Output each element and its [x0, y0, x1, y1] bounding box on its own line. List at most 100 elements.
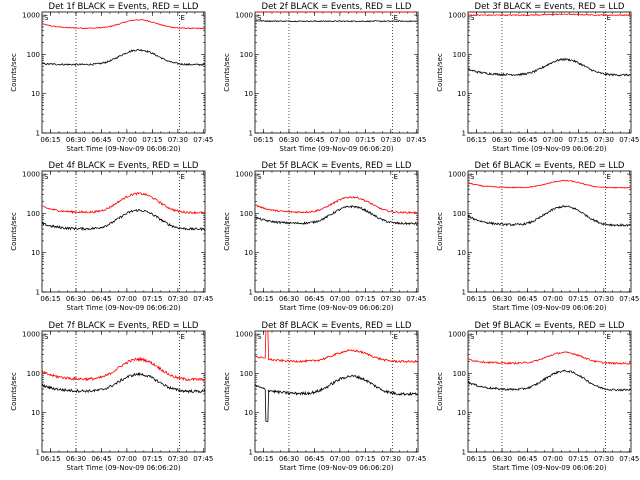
- x-tick-label: 06:15: [40, 136, 60, 144]
- y-tick-label: 100: [240, 370, 253, 378]
- x-tick-label: 07:15: [142, 295, 162, 303]
- x-tick-label: 07:30: [168, 136, 188, 144]
- y-tick-label: 100: [453, 210, 466, 218]
- x-tick-label: 06:15: [253, 455, 273, 463]
- start-marker: S: [470, 14, 475, 22]
- lld-series-line: [254, 195, 419, 215]
- y-tick-label: 100: [27, 370, 40, 378]
- x-tick-label: 06:15: [253, 136, 273, 144]
- x-axis-label: Start Time (09-Nov-09 06:06:20): [279, 304, 393, 312]
- x-tick-label: 07:15: [142, 455, 162, 463]
- panel-title: Det 2f BLACK = Events, RED = LLD: [262, 2, 412, 12]
- end-marker: E: [607, 333, 611, 341]
- end-marker: E: [394, 173, 398, 181]
- panel-title: Det 3f BLACK = Events, RED = LLD: [475, 2, 625, 12]
- y-tick-label: 1: [462, 130, 466, 138]
- x-tick-label: 07:15: [568, 455, 588, 463]
- x-tick-label: 07:45: [619, 455, 639, 463]
- y-axis-label: Counts/sec: [436, 212, 444, 251]
- x-axis-label: Start Time (09-Nov-09 06:06:20): [66, 304, 180, 312]
- y-tick-label: 10: [31, 249, 40, 257]
- y-tick-label: 10: [244, 90, 253, 98]
- events-series-line: [254, 374, 419, 422]
- y-tick-label: 1: [36, 130, 40, 138]
- y-tick-label: 1: [249, 449, 253, 457]
- end-marker: E: [181, 14, 185, 22]
- y-tick-label: 100: [27, 210, 40, 218]
- x-tick-label: 07:00: [330, 136, 350, 144]
- x-tick-label: 06:15: [466, 136, 486, 144]
- x-tick-label: 07:30: [381, 295, 401, 303]
- x-tick-label: 06:45: [304, 136, 324, 144]
- panel-9: Det 9f BLACK = Events, RED = LLD 1 10 100 10…: [436, 321, 639, 472]
- start-marker: S: [44, 14, 49, 22]
- y-tick-label: 100: [27, 51, 40, 59]
- x-tick-label: 06:15: [40, 295, 60, 303]
- panel-title: Det 1f BLACK = Events, RED = LLD: [49, 2, 199, 12]
- x-tick-label: 07:15: [568, 295, 588, 303]
- x-tick-label: 06:30: [66, 455, 86, 463]
- panel-title: Det 6f BLACK = Events, RED = LLD: [475, 161, 625, 171]
- panel-5: Det 5f BLACK = Events, RED = LLD 1 10 100 10…: [223, 161, 426, 312]
- x-tick-label: 07:00: [330, 295, 350, 303]
- x-tick-label: 06:30: [492, 136, 512, 144]
- x-tick-label: 07:45: [619, 295, 639, 303]
- x-tick-label: 06:30: [492, 295, 512, 303]
- x-tick-label: 07:00: [117, 455, 137, 463]
- events-series-line: [467, 205, 632, 227]
- y-axis-label: Counts/sec: [10, 212, 18, 251]
- y-tick-label: 1: [249, 130, 253, 138]
- y-tick-label: 10: [31, 409, 40, 417]
- plot-frame: [467, 170, 632, 293]
- panel-title: Det 8f BLACK = Events, RED = LLD: [262, 321, 412, 331]
- x-tick-label: 07:30: [594, 295, 614, 303]
- start-marker: S: [470, 333, 475, 341]
- end-marker: E: [607, 173, 611, 181]
- panel-6: Det 6f BLACK = Events, RED = LLD 1 10 100 10…: [436, 161, 639, 312]
- plot-frame: [467, 330, 632, 453]
- x-axis-label: Start Time (09-Nov-09 06:06:20): [66, 464, 180, 472]
- x-tick-label: 06:30: [66, 136, 86, 144]
- panel-3: Det 3f BLACK = Events, RED = LLD 1 10 100 10…: [436, 2, 639, 153]
- y-axis-label: Counts/sec: [223, 53, 231, 92]
- x-axis-label: Start Time (09-Nov-09 06:06:20): [279, 464, 393, 472]
- y-tick-label: 1000: [235, 171, 253, 179]
- events-series-line: [41, 209, 206, 232]
- x-tick-label: 06:45: [91, 136, 111, 144]
- y-tick-label: 100: [240, 51, 253, 59]
- plot-frame: [254, 330, 419, 453]
- panel-8: Det 8f BLACK = Events, RED = LLD 1 10 100 10…: [223, 321, 426, 472]
- x-tick-label: 07:30: [594, 455, 614, 463]
- y-tick-label: 1000: [448, 12, 466, 20]
- x-tick-label: 06:30: [66, 295, 86, 303]
- y-tick-label: 10: [31, 90, 40, 98]
- x-tick-label: 07:45: [619, 136, 639, 144]
- plot-frame: [41, 11, 206, 134]
- y-tick-label: 1: [36, 449, 40, 457]
- y-axis-label: Counts/sec: [436, 372, 444, 411]
- x-axis-label: Start Time (09-Nov-09 06:06:20): [492, 304, 606, 312]
- y-tick-label: 1000: [22, 331, 40, 339]
- y-tick-label: 100: [453, 370, 466, 378]
- y-axis-label: Counts/sec: [223, 372, 231, 411]
- x-tick-label: 07:00: [330, 455, 350, 463]
- y-tick-label: 1: [462, 289, 466, 297]
- y-tick-label: 10: [244, 409, 253, 417]
- events-series-line: [254, 204, 419, 226]
- y-tick-label: 1000: [22, 171, 40, 179]
- x-tick-label: 06:45: [517, 295, 537, 303]
- start-marker: S: [44, 333, 49, 341]
- x-tick-label: 07:00: [117, 295, 137, 303]
- y-tick-label: 10: [457, 90, 466, 98]
- x-axis-label: Start Time (09-Nov-09 06:06:20): [492, 464, 606, 472]
- x-tick-label: 06:45: [304, 455, 324, 463]
- lld-series-line: [41, 18, 206, 30]
- x-tick-label: 07:45: [193, 136, 213, 144]
- x-tick-label: 07:00: [543, 136, 563, 144]
- plot-frame: [254, 170, 419, 293]
- plot-frame: [467, 11, 632, 134]
- x-tick-label: 06:15: [253, 295, 273, 303]
- x-tick-label: 07:30: [381, 455, 401, 463]
- y-tick-label: 100: [240, 210, 253, 218]
